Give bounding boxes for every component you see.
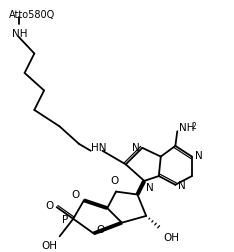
Text: Atto580Q: Atto580Q — [9, 10, 55, 20]
Text: P: P — [62, 215, 68, 225]
Text: O: O — [72, 191, 80, 201]
Text: N: N — [178, 181, 186, 191]
Text: 2: 2 — [192, 122, 197, 131]
Text: N: N — [132, 143, 139, 153]
Text: HN: HN — [91, 143, 106, 153]
Text: N: N — [195, 151, 203, 161]
Text: NH: NH — [12, 29, 27, 39]
Text: N: N — [146, 183, 154, 193]
Text: NH: NH — [179, 123, 195, 133]
Text: O: O — [97, 226, 105, 235]
Text: OH: OH — [164, 233, 180, 243]
Text: O: O — [46, 201, 54, 211]
Text: O: O — [110, 176, 118, 186]
Text: OH: OH — [42, 241, 58, 251]
